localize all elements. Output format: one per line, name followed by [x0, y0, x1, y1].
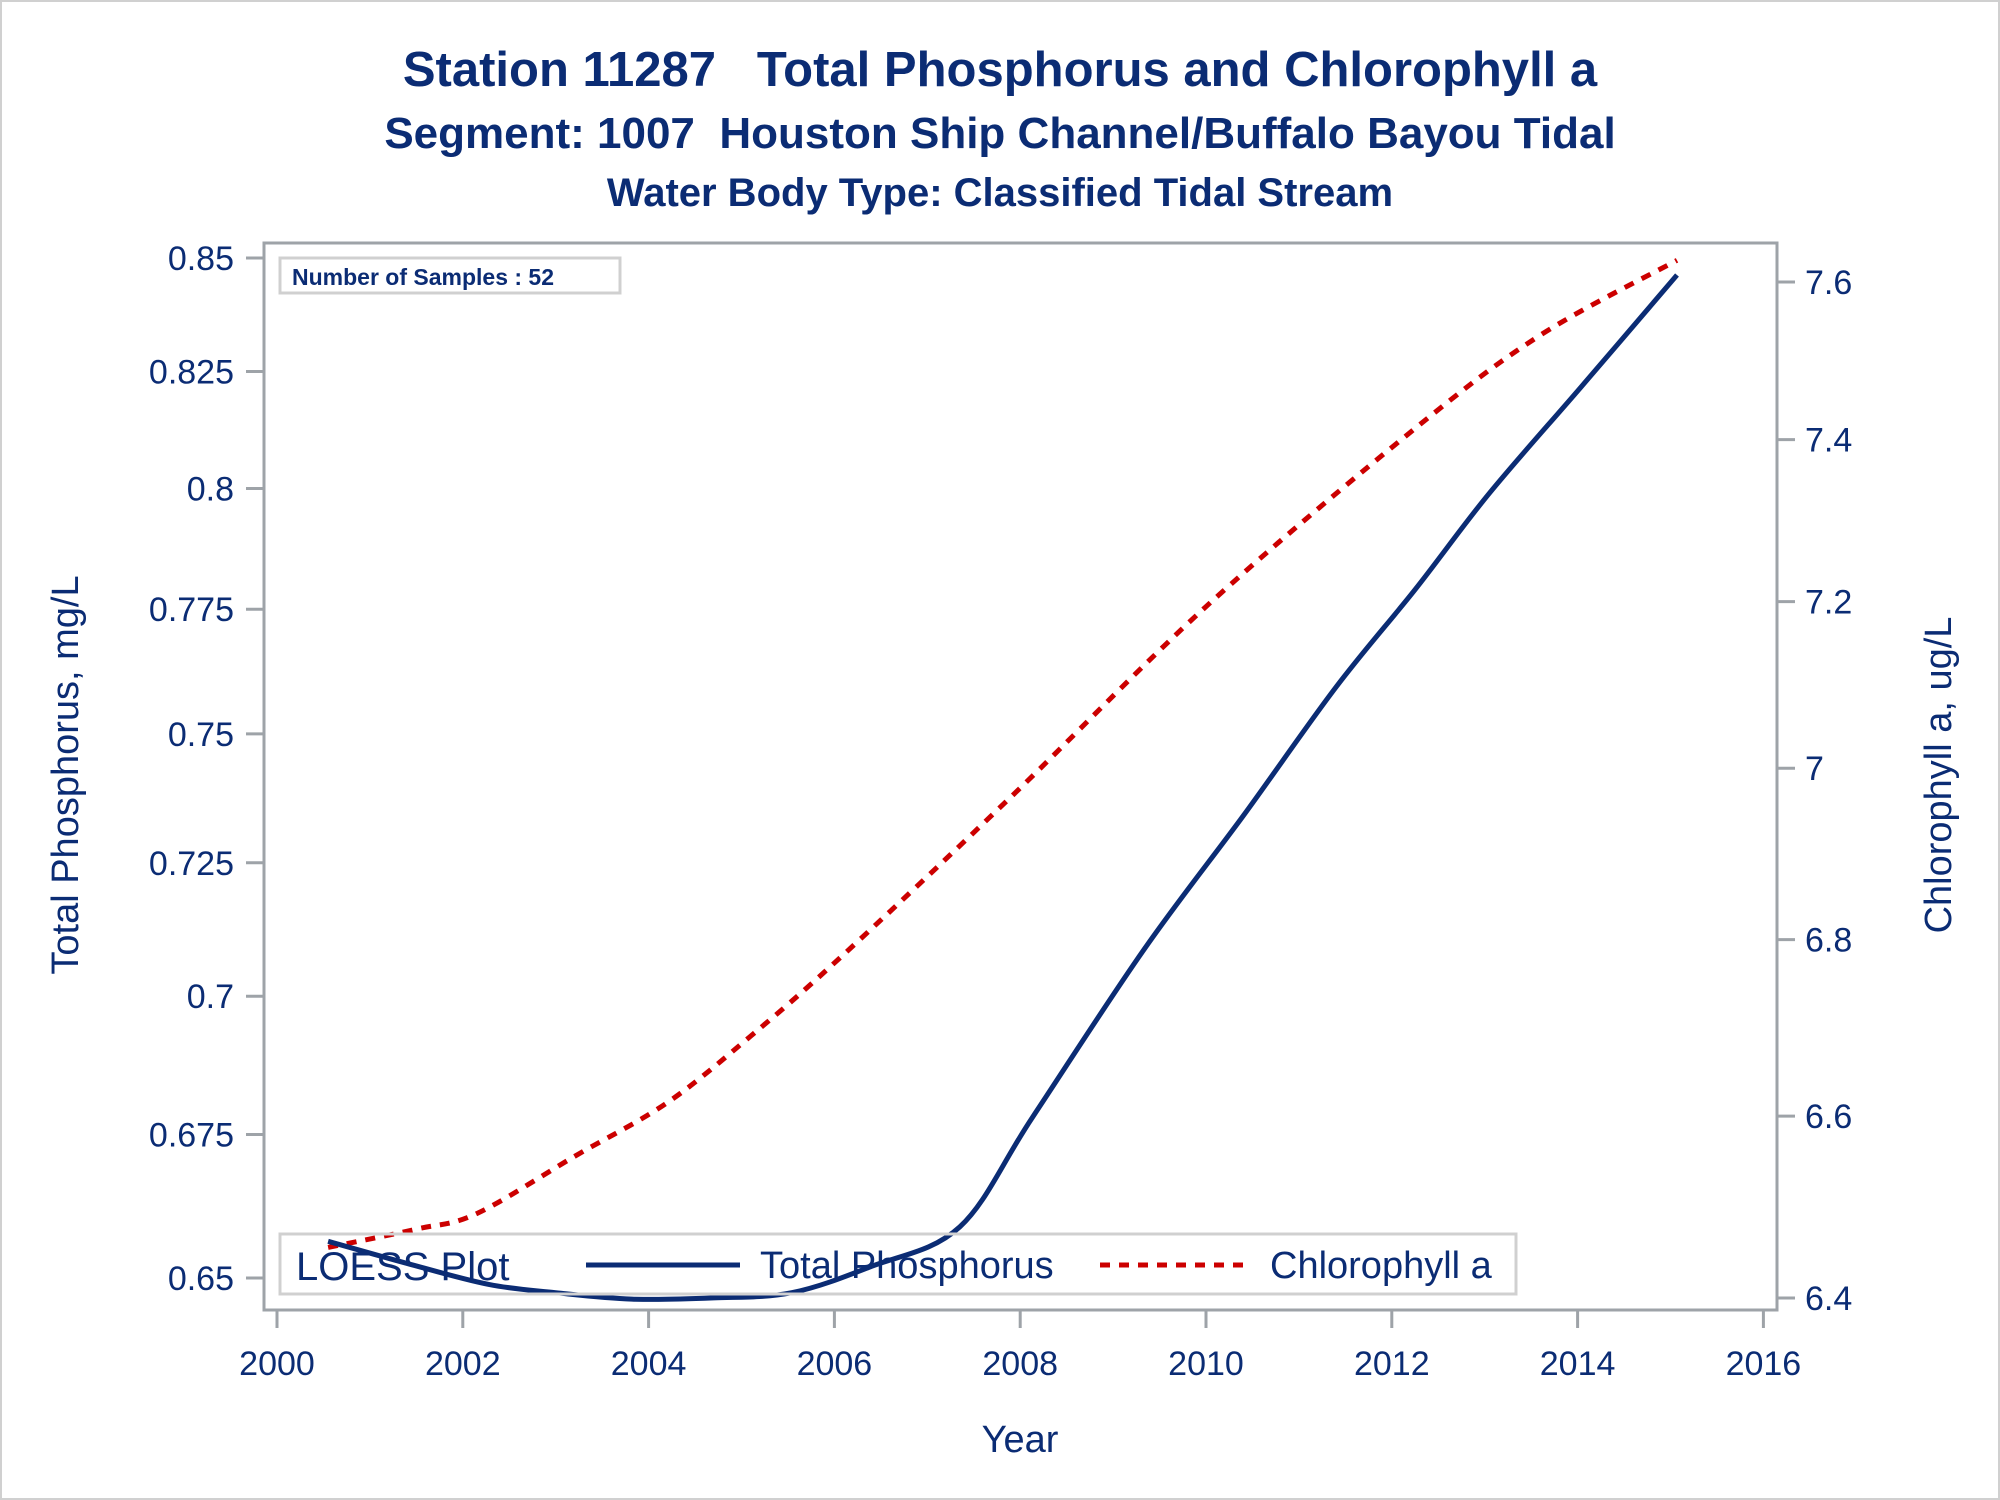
chart-subtitle: Segment: 1007 Houston Ship Channel/Buffa… [384, 109, 1615, 158]
x-tick-label: 2006 [797, 1345, 873, 1383]
y2-tick-label: 6.6 [1805, 1098, 1852, 1136]
y2-tick-label: 6.8 [1805, 922, 1852, 960]
y-tick-label: 0.8 [187, 471, 234, 509]
x-tick-label: 2002 [425, 1345, 501, 1383]
y-tick-label: 0.85 [168, 240, 234, 278]
y-tick-label: 0.75 [168, 716, 234, 754]
series-layer [327, 258, 1679, 1302]
y2-tick-label: 6.4 [1805, 1280, 1852, 1318]
x-tick-label: 2000 [239, 1345, 315, 1383]
x-tick-label: 2012 [1354, 1345, 1430, 1383]
legend-label-total-phosphorus: Total Phosphorus [760, 1245, 1054, 1287]
sample-count-text: Number of Samples : 52 [292, 264, 554, 290]
y-tick-label: 0.7 [187, 978, 234, 1016]
chart-subtitle-2: Water Body Type: Classified Tidal Stream [607, 171, 1393, 215]
y-tick-label: 0.65 [168, 1260, 234, 1298]
legend: LOESS Plot Total Phosphorus Chlorophyll … [278, 1232, 1518, 1296]
x-tick-label: 2016 [1726, 1345, 1802, 1383]
x-tick-label: 2010 [1168, 1345, 1244, 1383]
plot-area [262, 241, 1779, 1312]
sample-count-box [278, 256, 622, 295]
y-axis-right: 6.4 6.6 6.8 7 7.2 7.4 7.6 [1777, 264, 1852, 1318]
sample-count-inset: Number of Samples : 52 [278, 256, 622, 295]
legend-label-chlorophyll-a: Chlorophyll a [1270, 1245, 1493, 1287]
y-tick-label: 0.725 [149, 845, 234, 883]
x-tick-label: 2008 [982, 1345, 1058, 1383]
y2-tick-label: 7.6 [1805, 264, 1852, 302]
y2-tick-label: 7.4 [1805, 422, 1852, 460]
x-tick-label: 2014 [1540, 1345, 1616, 1383]
chart-title: Station 11287 Total Phosphorus and Chlor… [403, 43, 1598, 97]
y2-tick-label: 7.2 [1805, 584, 1852, 622]
y-tick-label: 0.775 [149, 591, 234, 629]
y2-axis-label: Chlorophyll a, ug/L [1918, 617, 1960, 934]
series-line-total-phosphorus [327, 273, 1679, 1302]
y-axis-label: Total Phosphorus, mg/L [45, 575, 87, 974]
y-axis-left: 0.65 0.675 0.7 0.725 0.75 0.775 0.8 0.825 0.85 [149, 240, 264, 1298]
legend-title: LOESS Plot [296, 1245, 509, 1289]
x-tick-label: 2004 [611, 1345, 687, 1383]
legend-box [278, 1232, 1518, 1296]
x-axis: 2000 2002 2004 2006 2008 2010 2012 2014 2016 [239, 1310, 1801, 1383]
y-tick-label: 0.675 [149, 1117, 234, 1155]
series-line-chlorophyll-a [327, 258, 1679, 1250]
y2-tick-label: 7 [1805, 750, 1824, 788]
y-tick-label: 0.825 [149, 354, 234, 392]
x-axis-label: Year [982, 1419, 1059, 1461]
